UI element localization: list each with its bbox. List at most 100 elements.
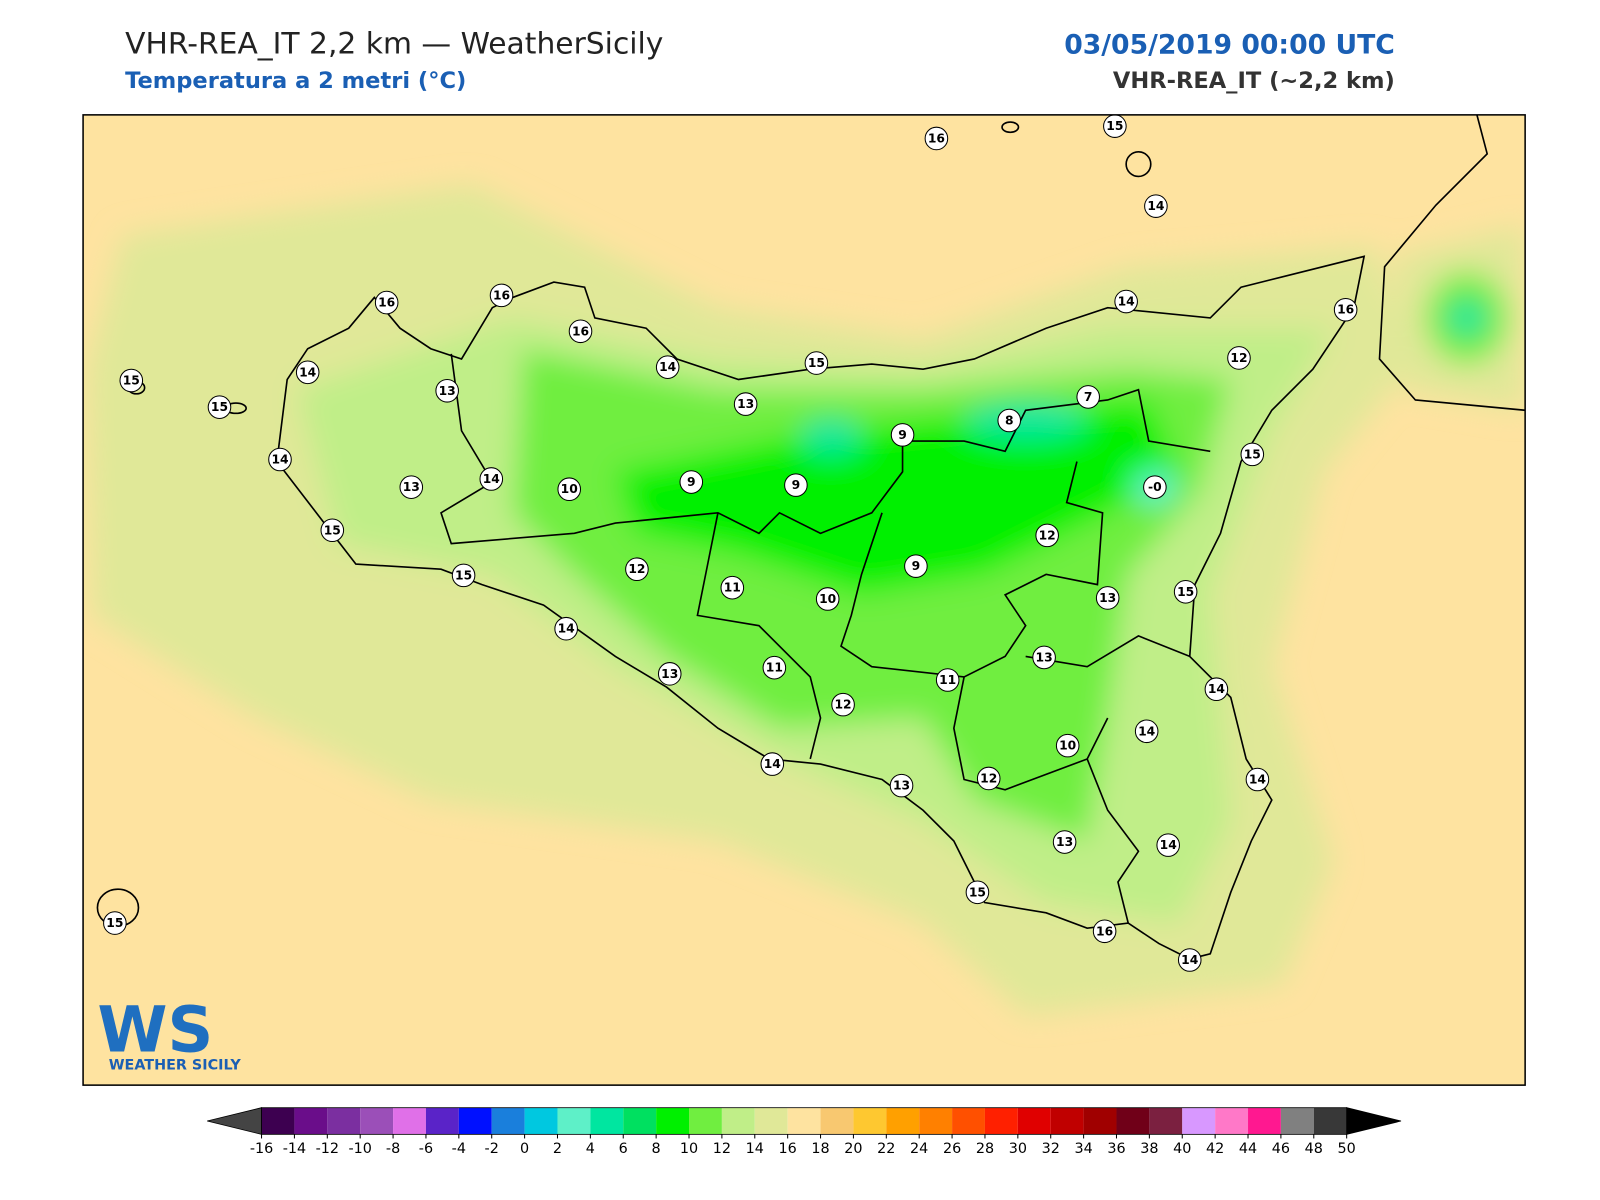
colorbar-box — [952, 1107, 985, 1135]
colorbar-box — [557, 1107, 591, 1135]
colorbar-box — [1149, 1107, 1183, 1135]
colorbar-under — [207, 1107, 262, 1135]
station-label: 16 — [378, 296, 395, 310]
colorbar-box — [327, 1107, 361, 1135]
station: 14 — [1114, 289, 1138, 314]
station: 11 — [762, 655, 787, 680]
model: VHR-REA_IT (~2,2 km) — [1113, 68, 1395, 94]
station: 11 — [935, 668, 960, 692]
station-label: -0 — [1148, 480, 1162, 494]
station: 12 — [625, 557, 649, 582]
date: 03/05/2019 00:00 UTC — [1064, 29, 1395, 60]
colorbar-box — [524, 1107, 558, 1135]
station-marker — [1156, 833, 1180, 857]
colorbar-tick-label: 40 — [1173, 1141, 1191, 1157]
station-marker — [1144, 194, 1168, 218]
station: 15 — [804, 351, 829, 375]
station-label: 11 — [724, 581, 741, 595]
station-marker — [924, 126, 949, 151]
station: 13 — [1052, 830, 1077, 854]
station-label: 14 — [1208, 682, 1225, 696]
title: VHR-REA_IT 2,2 km — WeatherSicily — [125, 26, 663, 61]
colorbar-box — [1248, 1107, 1281, 1135]
colorbar-tick-label: 20 — [844, 1141, 862, 1157]
station: 12 — [1035, 523, 1059, 548]
station-marker — [479, 467, 504, 491]
colorbar-tick-label: 10 — [680, 1141, 698, 1157]
station-marker — [965, 880, 990, 905]
station-label: 9 — [912, 559, 921, 573]
colorbar-tick-label: 48 — [1305, 1141, 1323, 1157]
station-label: 12 — [980, 771, 997, 785]
station-label: 10 — [1059, 739, 1076, 753]
station-label: 14 — [1249, 772, 1266, 786]
stations: 16 15 14 16 16 16 14 16 15 14 13 14 15 12 15 13 7 8 9 15 14 1… — [103, 114, 1358, 972]
station-label: 9 — [687, 475, 696, 489]
station-marker — [657, 662, 682, 686]
station-marker — [374, 290, 399, 315]
colorbar-box — [458, 1107, 492, 1135]
colorbar-tick-label: 12 — [713, 1141, 731, 1157]
station-label: 15 — [969, 885, 986, 899]
colorbar-tick-label: 24 — [910, 1141, 928, 1157]
colorbar-box — [1050, 1107, 1084, 1135]
station-label: 16 — [493, 288, 510, 302]
station-marker — [1177, 948, 1202, 972]
station-label: 15 — [106, 916, 123, 930]
station: 13 — [399, 475, 424, 499]
station-marker — [1092, 919, 1117, 944]
colorbar-over — [1346, 1107, 1402, 1135]
station: 13 — [1032, 645, 1056, 670]
station-label: 9 — [898, 428, 907, 442]
station: 14 — [1156, 833, 1180, 857]
station: 11 — [720, 575, 745, 600]
station: 15 — [1103, 114, 1127, 138]
station: 8 — [997, 408, 1022, 433]
colorbar-box — [886, 1107, 920, 1135]
station-marker — [1035, 523, 1059, 548]
colorbar-tick-label: -10 — [348, 1141, 371, 1157]
station: 16 — [568, 319, 593, 344]
colorbar-tick-label: 0 — [520, 1141, 529, 1157]
station: 14 — [1134, 719, 1159, 744]
colorbar-tick-label: 46 — [1272, 1141, 1290, 1157]
station-marker — [1333, 297, 1358, 322]
colorbar-box — [360, 1107, 394, 1135]
station-marker — [1055, 733, 1080, 758]
station-label: 15 — [1244, 447, 1261, 461]
colorbar-tick-label: 34 — [1074, 1141, 1092, 1157]
colorbar-box — [984, 1107, 1018, 1135]
station-label: 15 — [1106, 119, 1123, 133]
station-label: 11 — [766, 661, 783, 675]
colorbar-box — [721, 1107, 755, 1135]
station-label: 14 — [764, 757, 781, 771]
station-label: 14 — [1118, 295, 1135, 309]
station-marker — [935, 668, 960, 692]
colorbar-tick-label: 38 — [1140, 1141, 1158, 1157]
colorbar: -16 -14 -12 -10 -8 -6 -4 -2 0 2 4 6 8 10 12 14 16 18 20 22 2… — [207, 1107, 1402, 1157]
colorbar-box — [1116, 1107, 1150, 1135]
station-label: 16 — [572, 324, 589, 338]
station-label: 13 — [737, 397, 754, 411]
colorbar-tick-label: 18 — [811, 1141, 829, 1157]
station-label: 10 — [819, 592, 836, 606]
station: 13 — [889, 773, 914, 798]
station-marker — [815, 587, 840, 611]
station-label: 13 — [1099, 591, 1116, 605]
station-marker — [435, 378, 459, 403]
colorbar-tick-label: -14 — [283, 1141, 306, 1157]
station-label: 13 — [1036, 650, 1053, 664]
colorbar-tick-label: -8 — [386, 1141, 400, 1157]
colorbar-tick-label: 50 — [1338, 1141, 1356, 1157]
station: 15 — [1240, 442, 1265, 467]
station-marker — [679, 470, 704, 494]
colorbar-tick-label: 14 — [746, 1141, 764, 1157]
colorbar-box — [820, 1107, 854, 1135]
colorbar-box — [754, 1107, 788, 1135]
station-marker — [451, 563, 476, 588]
station: 14 — [1245, 767, 1270, 792]
station-marker — [904, 554, 928, 578]
station-label: 12 — [1230, 351, 1247, 365]
station: 15 — [451, 563, 476, 588]
station: 12 — [1227, 346, 1251, 370]
